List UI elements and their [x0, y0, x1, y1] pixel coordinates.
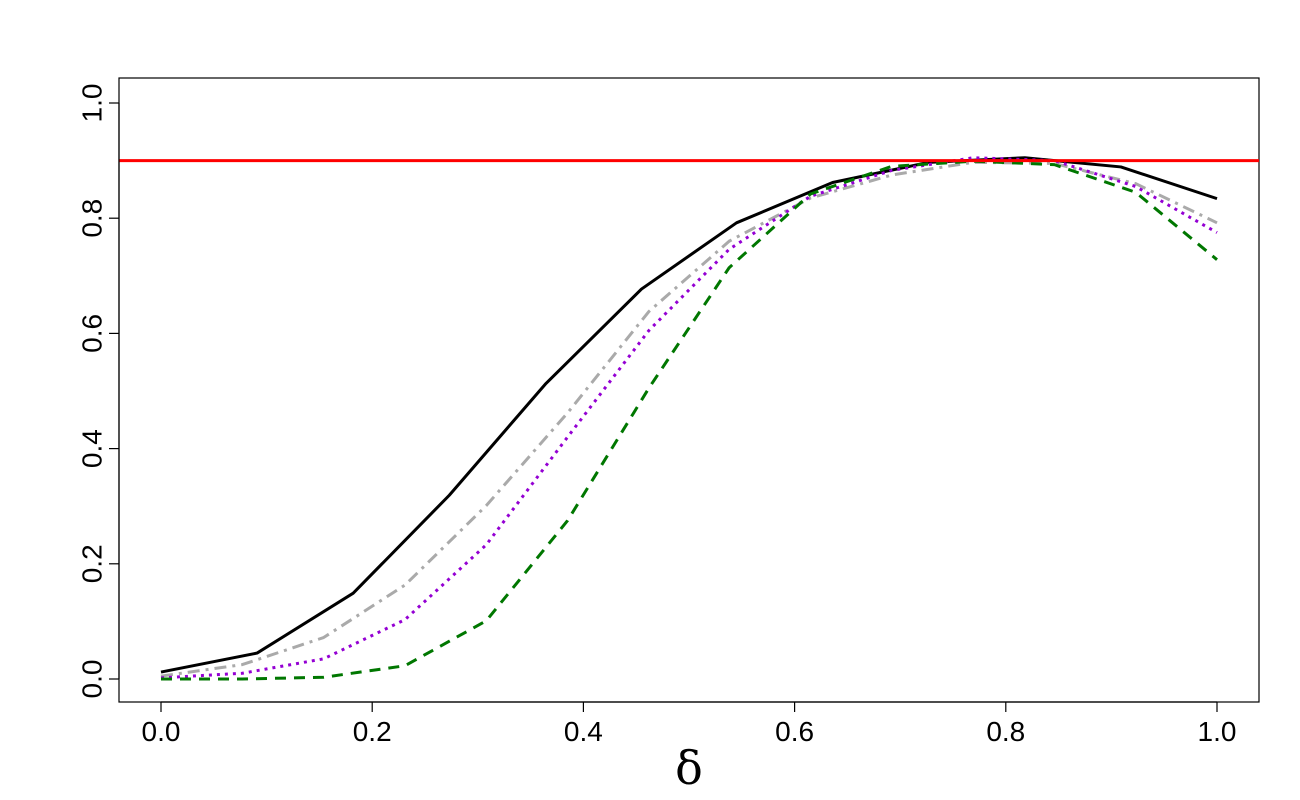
series-line-3	[160, 156, 1218, 680]
x-tick-label: 0.4	[564, 716, 603, 747]
x-tick-label: 1.0	[1198, 716, 1237, 747]
y-tick-label: 1.0	[77, 84, 108, 123]
x-tick-label: 0.2	[353, 716, 392, 747]
series-line-1	[160, 156, 1218, 674]
series-line-2	[160, 160, 1218, 678]
y-tick-label: 0.6	[77, 314, 108, 353]
y-axis: 0.0 0.2 0.4 0.6 0.8 1.0	[77, 84, 120, 699]
series-line-4	[161, 159, 1218, 681]
y-tick-label: 0.2	[77, 544, 108, 583]
x-tick-label: 0.0	[142, 716, 181, 747]
x-axis: 0.0 0.2 0.4 0.6 0.8 1.0	[142, 701, 1237, 747]
y-tick-label: 0.8	[77, 199, 108, 238]
y-tick-label: 0.0	[77, 660, 108, 699]
y-tick-label: 0.4	[77, 429, 108, 468]
x-tick-label: 0.8	[986, 716, 1025, 747]
series-layer	[160, 156, 1218, 681]
x-axis-title: δ	[675, 741, 703, 795]
x-tick-label: 0.6	[775, 716, 814, 747]
